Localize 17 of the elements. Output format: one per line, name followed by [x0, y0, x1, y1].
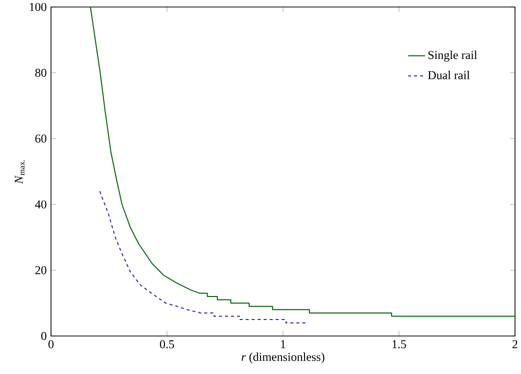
y-tick-label: 20	[35, 266, 46, 274]
x-tick-label: 0.5	[160, 340, 174, 348]
x-tick-label: 2	[512, 340, 518, 348]
legend-label: Dual rail	[428, 70, 470, 80]
y-tick-label: 60	[35, 134, 46, 143]
x-tick-label: 1	[281, 340, 286, 348]
x-tick-label: 1.5	[392, 340, 406, 348]
y-tick-label: 40	[35, 200, 46, 208]
y-tick-label: 100	[30, 2, 46, 12]
y-tick-label: 80	[35, 68, 46, 77]
x-tick-label: 0	[48, 340, 54, 348]
y-axis-title: N$_{max.}$	[14, 160, 25, 184]
x-axis-title: r (dimensionless)	[242, 352, 324, 364]
line-series	[99, 190, 308, 324]
legend-label: Single rail	[428, 50, 478, 62]
y-tick-label: 0	[41, 332, 46, 340]
line-series	[90, 6, 515, 317]
